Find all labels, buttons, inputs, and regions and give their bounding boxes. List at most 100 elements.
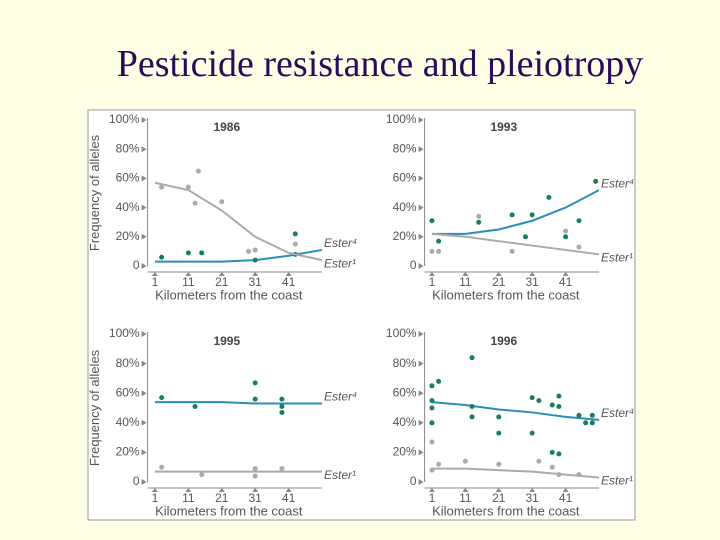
y-tick-label: 100% bbox=[386, 112, 417, 126]
x-tick bbox=[529, 272, 536, 276]
x-axis-label: Kilometers from the coast bbox=[432, 503, 580, 518]
x-tick bbox=[185, 488, 192, 492]
data-point bbox=[159, 464, 165, 470]
data-point bbox=[252, 473, 258, 479]
fit-line bbox=[431, 467, 600, 479]
data-point bbox=[252, 380, 258, 386]
x-tick-label: 11 bbox=[459, 491, 472, 505]
x-tick bbox=[252, 488, 259, 492]
x-tick bbox=[495, 488, 502, 492]
data-point bbox=[429, 405, 435, 411]
data-point bbox=[546, 194, 552, 200]
slide-title: Pesticide resistance and pleiotropy bbox=[116, 43, 644, 85]
y-tick bbox=[141, 419, 147, 426]
y-tick bbox=[141, 175, 147, 182]
x-tick-label: 11 bbox=[182, 491, 195, 505]
x-tick bbox=[218, 488, 225, 492]
data-point bbox=[476, 213, 482, 219]
series-label: Ester¹ bbox=[324, 256, 356, 270]
data-point bbox=[529, 430, 535, 436]
data-point bbox=[583, 420, 589, 426]
data-point bbox=[593, 178, 599, 184]
data-point bbox=[549, 464, 555, 470]
y-tick-label: 40% bbox=[393, 415, 417, 429]
x-tick bbox=[495, 272, 502, 276]
y-tick-label: 20% bbox=[393, 229, 417, 243]
y-tick bbox=[141, 146, 147, 153]
series-label: Ester¹ bbox=[324, 468, 356, 482]
x-tick bbox=[151, 272, 158, 276]
series-label: Ester⁴ bbox=[324, 390, 357, 404]
y-tick bbox=[418, 479, 424, 485]
fit-line bbox=[431, 232, 600, 256]
series-label: Ester⁴ bbox=[601, 176, 634, 190]
x-tick-label: 21 bbox=[492, 491, 506, 505]
x-tick-label: 11 bbox=[459, 275, 472, 289]
data-point bbox=[522, 234, 528, 240]
data-point bbox=[279, 404, 285, 410]
y-tick bbox=[418, 204, 424, 211]
y-tick bbox=[418, 449, 424, 456]
x-tick-label: 21 bbox=[215, 491, 229, 505]
figure-panel bbox=[87, 109, 636, 521]
y-tick bbox=[418, 263, 424, 269]
data-point bbox=[159, 184, 165, 190]
y-tick bbox=[418, 390, 424, 397]
x-tick bbox=[252, 272, 259, 276]
data-point bbox=[429, 420, 435, 426]
x-tick-label: 41 bbox=[559, 275, 573, 289]
y-tick-label: 80% bbox=[116, 356, 140, 370]
y-tick-label: 40% bbox=[116, 415, 140, 429]
y-tick-label: 20% bbox=[116, 229, 140, 243]
data-point bbox=[429, 398, 435, 404]
data-point bbox=[192, 200, 198, 206]
x-tick bbox=[285, 488, 292, 492]
x-tick-label: 31 bbox=[248, 275, 262, 289]
fit-line bbox=[431, 401, 600, 421]
data-point bbox=[292, 231, 298, 237]
data-point bbox=[279, 396, 285, 402]
y-tick-label: 40% bbox=[116, 200, 140, 214]
data-point bbox=[576, 412, 582, 418]
x-tick bbox=[562, 488, 569, 492]
data-point bbox=[159, 395, 165, 401]
data-point bbox=[469, 414, 475, 420]
y-tick-label: 60% bbox=[393, 385, 417, 399]
y-tick bbox=[418, 331, 424, 337]
y-tick bbox=[141, 204, 147, 211]
data-point bbox=[476, 219, 482, 225]
data-point bbox=[556, 472, 562, 478]
data-point bbox=[496, 461, 502, 467]
data-point bbox=[556, 393, 562, 399]
data-point bbox=[556, 451, 562, 457]
panel-title: 1993 bbox=[490, 120, 517, 134]
x-tick bbox=[462, 488, 469, 492]
data-point bbox=[429, 248, 435, 254]
y-tick-label: 100% bbox=[109, 112, 140, 126]
data-point bbox=[185, 250, 191, 256]
data-point bbox=[469, 404, 475, 410]
data-point bbox=[436, 248, 442, 254]
y-tick bbox=[141, 390, 147, 397]
y-tick-label: 20% bbox=[116, 445, 140, 459]
series-label: Ester⁴ bbox=[324, 236, 357, 250]
data-point bbox=[509, 248, 515, 254]
data-point bbox=[529, 395, 535, 401]
y-tick-label: 60% bbox=[116, 171, 140, 185]
y-tick-label: 40% bbox=[393, 200, 417, 214]
data-point bbox=[199, 250, 205, 256]
x-tick bbox=[285, 272, 292, 276]
data-point bbox=[429, 439, 435, 445]
y-tick-label: 80% bbox=[393, 141, 417, 155]
panel-title: 1986 bbox=[213, 120, 240, 134]
x-tick bbox=[185, 272, 192, 276]
data-point bbox=[576, 218, 582, 224]
data-point bbox=[429, 467, 435, 473]
data-point bbox=[462, 458, 468, 464]
x-tick bbox=[151, 488, 158, 492]
y-tick-label: 0 bbox=[133, 258, 140, 272]
data-point bbox=[252, 247, 258, 253]
data-point bbox=[436, 461, 442, 467]
x-tick-label: 1 bbox=[429, 275, 436, 289]
y-tick-label: 80% bbox=[116, 141, 140, 155]
